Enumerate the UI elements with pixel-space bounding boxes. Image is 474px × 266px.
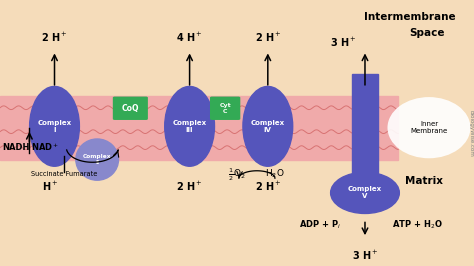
Ellipse shape <box>30 86 80 166</box>
Text: 2 H$^+$: 2 H$^+$ <box>255 31 281 44</box>
Ellipse shape <box>331 172 399 213</box>
Text: Complex
II: Complex II <box>83 154 111 165</box>
Text: Complex
I: Complex I <box>37 120 72 133</box>
Text: 2 H$^+$: 2 H$^+$ <box>255 180 281 193</box>
Text: NADH: NADH <box>2 143 30 152</box>
Text: Succinate Fumarate: Succinate Fumarate <box>31 171 97 177</box>
Text: Complex
III: Complex III <box>173 120 207 133</box>
Bar <box>352 74 378 178</box>
Text: Intermembrane: Intermembrane <box>364 12 456 22</box>
Ellipse shape <box>165 86 214 166</box>
FancyBboxPatch shape <box>210 97 240 120</box>
Text: NAD$^+$: NAD$^+$ <box>31 142 59 153</box>
Text: H$_2$O: H$_2$O <box>265 168 285 180</box>
Text: Matrix: Matrix <box>405 176 443 186</box>
Bar <box>0 96 398 160</box>
Text: 2 H$^+$: 2 H$^+$ <box>41 31 68 44</box>
Text: 4 H$^+$: 4 H$^+$ <box>176 31 203 44</box>
Text: 3 H$^+$: 3 H$^+$ <box>352 249 378 262</box>
Text: 2 H$^+$: 2 H$^+$ <box>176 180 203 193</box>
Text: H$^+$: H$^+$ <box>42 180 58 193</box>
Text: Space: Space <box>409 28 444 38</box>
Text: ADP + P$_i$: ADP + P$_i$ <box>299 219 341 231</box>
Text: Inner
Membrane: Inner Membrane <box>410 121 447 134</box>
Text: $\mathregular{\frac{1}{2}}$O$_2$: $\mathregular{\frac{1}{2}}$O$_2$ <box>228 166 246 182</box>
Text: 3 H$^+$: 3 H$^+$ <box>330 36 357 49</box>
Ellipse shape <box>76 139 118 180</box>
FancyBboxPatch shape <box>113 97 148 120</box>
Text: Complex
IV: Complex IV <box>251 120 285 133</box>
Text: BiologyWise.com: BiologyWise.com <box>468 110 473 156</box>
Text: CoQ: CoQ <box>122 104 139 113</box>
Text: ATP + H$_2$O: ATP + H$_2$O <box>392 219 443 231</box>
Ellipse shape <box>243 86 292 166</box>
Text: Cyt
C: Cyt C <box>219 103 231 114</box>
Text: Complex
V: Complex V <box>348 186 382 199</box>
Ellipse shape <box>387 97 470 158</box>
